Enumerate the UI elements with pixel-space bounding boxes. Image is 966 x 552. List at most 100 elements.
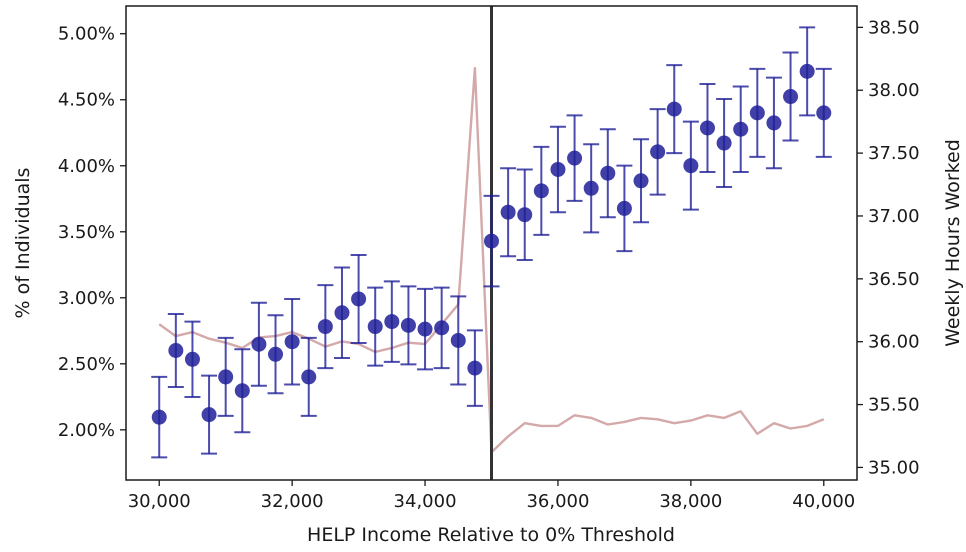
hours-point — [683, 158, 699, 174]
hours-point-group — [250, 301, 267, 387]
hours-point — [351, 291, 367, 307]
hours-point — [251, 336, 267, 352]
hours-point — [783, 89, 799, 105]
y-left-tick-label: 4.00% — [58, 156, 115, 177]
hours-point-group — [367, 286, 384, 367]
hours-point-group — [533, 145, 550, 236]
y-right-tick-label: 36.00 — [868, 332, 920, 353]
hours-point-group — [616, 164, 633, 253]
hours-point-group — [217, 336, 234, 417]
hours-point — [550, 161, 566, 177]
y-right-tick-label: 35.50 — [868, 395, 920, 416]
y-left-tick-label: 5.00% — [58, 24, 115, 45]
hours-point-group — [682, 120, 699, 211]
hours-point-group — [749, 67, 766, 158]
hours-point-group — [732, 85, 749, 173]
x-tick-label: 40,000 — [792, 491, 855, 512]
x-tick-label: 34,000 — [394, 491, 457, 512]
hours-point-group — [549, 125, 566, 214]
x-tick-label: 38,000 — [659, 491, 722, 512]
hours-point — [583, 180, 599, 196]
hours-point — [650, 144, 666, 160]
hours-point — [616, 200, 632, 216]
hours-point — [367, 319, 383, 335]
hours-point-group — [450, 295, 467, 386]
y-left-axis-title: % of Individuals — [12, 168, 34, 319]
hours-point-group — [500, 167, 517, 258]
y-right-tick-label: 38.00 — [868, 80, 920, 101]
y-left-tick-label: 2.00% — [58, 420, 115, 441]
hours-point-group — [167, 313, 184, 388]
hours-point-group — [333, 266, 350, 360]
hours-point-group — [815, 67, 832, 158]
hours-point — [400, 317, 416, 333]
hours-point — [500, 204, 516, 220]
y-right-tick-label: 37.00 — [868, 206, 920, 227]
hours-point-group — [649, 108, 666, 196]
y-right-tick-label: 37.50 — [868, 143, 920, 164]
y-right-axis-title: Weekly Hours Worked — [942, 139, 964, 347]
y-right-tick-label: 35.00 — [868, 457, 920, 478]
hours-point — [434, 320, 450, 336]
hours-point-group — [633, 138, 650, 224]
hours-point — [184, 351, 200, 367]
x-tick-label: 30,000 — [128, 491, 191, 512]
hours-point-group — [400, 285, 417, 366]
hours-point — [633, 173, 649, 189]
hours-point-group — [383, 280, 400, 363]
hours-point-group — [317, 284, 334, 370]
hours-point — [467, 360, 483, 376]
y-left-tick-label: 2.50% — [58, 354, 115, 375]
x-tick-label: 32,000 — [261, 491, 324, 512]
hours-point-group — [599, 128, 616, 219]
hours-point — [151, 409, 167, 425]
hours-point-group — [516, 168, 533, 261]
hours-point — [484, 233, 499, 249]
hours-point-group — [483, 194, 500, 288]
hours-point-group — [284, 297, 301, 386]
hours-point — [799, 63, 815, 79]
hours-point-group — [300, 336, 317, 417]
x-tick-label: 36,000 — [526, 491, 589, 512]
hours-point — [334, 305, 350, 321]
hours-point — [301, 369, 317, 385]
hours-point — [450, 332, 466, 348]
hours-point — [766, 115, 782, 131]
y-right-tick-label: 36.50 — [868, 269, 920, 290]
hours-point — [417, 321, 433, 337]
hours-point — [533, 183, 549, 199]
hours-point-group — [699, 82, 716, 173]
hours-point — [816, 105, 832, 121]
hours-point — [268, 346, 284, 362]
hours-point — [733, 121, 749, 137]
y-left-tick-label: 3.50% — [58, 222, 115, 243]
y-right-tick-label: 38.50 — [868, 17, 920, 38]
hours-point-group — [799, 26, 816, 117]
hours-point-group — [716, 98, 733, 189]
hours-point — [567, 150, 583, 166]
hours-point-group — [466, 329, 483, 407]
hours-point — [517, 207, 533, 223]
x-axis-title: HELP Income Relative to 0% Threshold — [307, 524, 675, 546]
hours-point — [384, 314, 400, 330]
hours-point-group — [151, 375, 168, 459]
hours-point-group — [417, 287, 434, 371]
plot-frame — [125, 5, 858, 481]
hours-point — [234, 383, 250, 399]
hours-point-group — [267, 314, 284, 395]
hours-point — [218, 369, 234, 385]
hours-point-group — [184, 320, 201, 399]
hours-point — [284, 334, 300, 350]
y-left-tick-label: 3.00% — [58, 288, 115, 309]
hours-point — [666, 101, 682, 117]
hours-point-group — [350, 253, 367, 344]
hours-point-group — [583, 143, 600, 234]
hours-point — [749, 105, 765, 121]
hours-point — [317, 319, 333, 335]
hours-point — [716, 135, 732, 151]
hours-point — [699, 120, 715, 136]
hours-point-group — [433, 286, 450, 370]
hours-point — [168, 342, 184, 358]
hours-point — [201, 407, 217, 423]
